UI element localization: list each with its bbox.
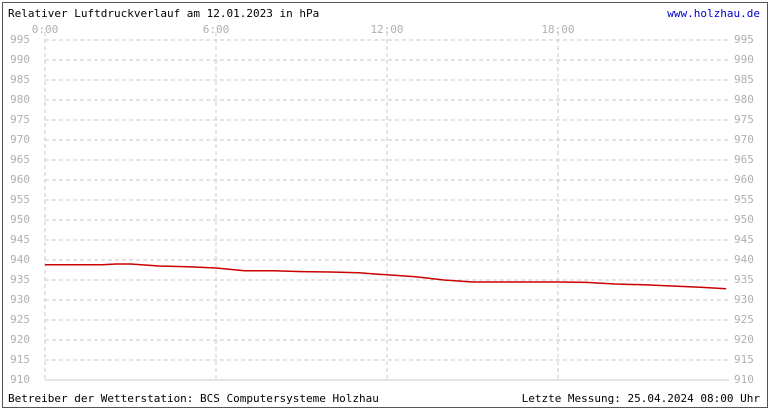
y-tick-label-right: 930 <box>734 293 754 306</box>
y-tick-label-right: 935 <box>734 273 754 286</box>
x-tick-label: 12:00 <box>370 23 403 36</box>
x-tick-label: 6:00 <box>203 23 230 36</box>
y-tick-label: 970 <box>10 133 30 146</box>
data-line <box>45 263 727 290</box>
y-tick-label-right: 980 <box>734 93 754 106</box>
y-tick-label: 925 <box>10 313 30 326</box>
y-tick-label-right: 925 <box>734 313 754 326</box>
site-link[interactable]: www.holzhau.de <box>667 7 760 20</box>
y-tick-label-right: 960 <box>734 173 754 186</box>
y-tick-label-right: 950 <box>734 213 754 226</box>
y-tick-label: 920 <box>10 333 30 346</box>
y-tick-label-right: 965 <box>734 153 754 166</box>
y-tick-label: 950 <box>10 213 30 226</box>
operator-note: Betreiber der Wetterstation: BCS Compute… <box>8 392 379 405</box>
y-tick-label-right: 970 <box>734 133 754 146</box>
x-tick-label: 0:00 <box>32 23 59 36</box>
plot-area: 910 910 915 915 920 920 925 925 930 930 935 935 940 9… <box>10 23 754 386</box>
y-tick-label: 955 <box>10 193 30 206</box>
y-tick-label-right: 945 <box>734 233 754 246</box>
y-tick-label: 945 <box>10 233 30 246</box>
last-measurement: Letzte Messung: 25.04.2024 08:00 Uhr <box>522 392 761 405</box>
y-tick-label: 915 <box>10 353 30 366</box>
y-tick-label: 985 <box>10 73 30 86</box>
y-tick-label: 940 <box>10 253 30 266</box>
chart-title: Relativer Luftdruckverlauf am 12.01.2023… <box>8 7 319 20</box>
y-tick-label: 935 <box>10 273 30 286</box>
y-tick-label: 990 <box>10 53 30 66</box>
y-tick-label-right: 910 <box>734 373 754 386</box>
y-tick-label-right: 940 <box>734 253 754 266</box>
y-tick-label: 975 <box>10 113 30 126</box>
y-tick-label: 910 <box>10 373 30 386</box>
y-tick-label-right: 955 <box>734 193 754 206</box>
y-tick-label-right: 990 <box>734 53 754 66</box>
y-tick-label: 965 <box>10 153 30 166</box>
y-tick-label-right: 995 <box>734 33 754 46</box>
y-tick-label-right: 915 <box>734 353 754 366</box>
y-tick-label: 930 <box>10 293 30 306</box>
y-tick-label-right: 920 <box>734 333 754 346</box>
y-tick-label-right: 985 <box>734 73 754 86</box>
y-tick-label-right: 975 <box>734 113 754 126</box>
y-tick-label: 980 <box>10 93 30 106</box>
y-tick-label: 995 <box>10 33 30 46</box>
x-tick-label: 18:00 <box>541 23 574 36</box>
y-tick-label: 960 <box>10 173 30 186</box>
